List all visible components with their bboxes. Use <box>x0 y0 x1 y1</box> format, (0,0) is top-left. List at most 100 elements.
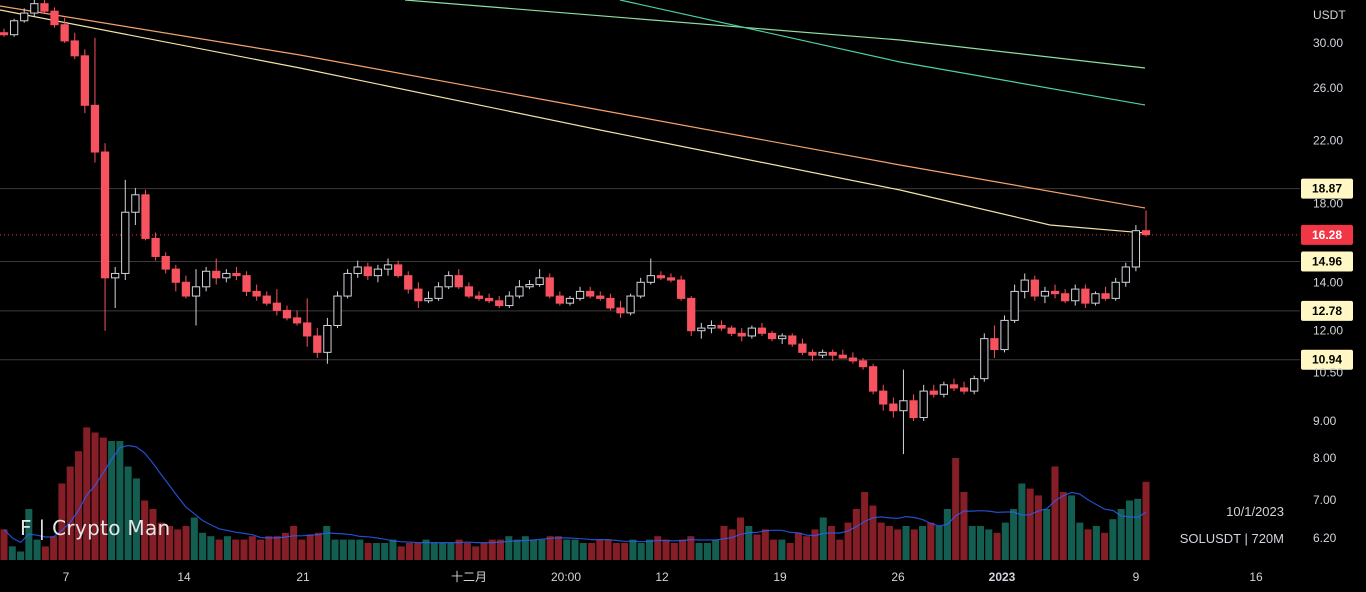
volume-bar <box>1101 532 1109 560</box>
volume-bar <box>1001 522 1009 560</box>
volume-bar <box>497 539 505 560</box>
candle-body <box>30 3 39 14</box>
volume-bar <box>273 536 281 560</box>
candle-body <box>100 151 110 279</box>
volume-bar <box>472 546 480 560</box>
level-tag <box>1301 300 1353 321</box>
volume-bar <box>935 526 943 560</box>
candle-body <box>980 338 989 380</box>
candle-body <box>1020 279 1029 292</box>
volume-bar <box>794 532 802 560</box>
volume-bar <box>108 441 116 560</box>
volume-bar <box>877 522 885 560</box>
level-tag-label: 12.78 <box>1312 304 1342 318</box>
volume-bar <box>348 539 356 560</box>
candle-body <box>757 327 767 334</box>
volume-bar <box>836 539 844 560</box>
last-price-tag <box>1301 224 1353 245</box>
candle-body <box>525 284 534 288</box>
candle-body <box>404 275 413 290</box>
candle-body <box>545 277 554 297</box>
price-tick-label: 18.00 <box>1313 196 1343 210</box>
volume-bar <box>414 543 422 560</box>
volume-bar <box>728 529 736 560</box>
volume-bar <box>207 536 215 560</box>
volume-bar <box>985 529 993 560</box>
candle-body <box>474 295 484 299</box>
volume-bar <box>1076 522 1084 560</box>
candle-body <box>1091 293 1100 304</box>
candle-body <box>838 354 847 359</box>
volume-bar <box>563 539 571 560</box>
candle-body <box>9 20 19 36</box>
candle-body <box>292 317 302 324</box>
candle-body <box>515 286 524 297</box>
volume-bar <box>215 539 223 560</box>
volume-bar <box>50 536 58 560</box>
candle-body <box>505 295 514 307</box>
volume-bar <box>1010 509 1018 560</box>
candle-body <box>666 277 676 281</box>
candle-body <box>747 327 756 337</box>
candle-body <box>394 264 403 277</box>
volume-bar <box>83 427 91 560</box>
time-tick-label: 2023 <box>989 570 1016 584</box>
volume-bar <box>679 539 687 560</box>
volume-bar <box>778 539 786 560</box>
volume-bar <box>248 536 256 560</box>
volume-bar <box>1034 495 1042 560</box>
volume-bar <box>199 532 207 560</box>
volume-bar <box>828 526 836 560</box>
volume-bar <box>844 522 852 560</box>
volume-bar <box>141 500 149 560</box>
candle-body <box>939 384 949 395</box>
candle-body <box>676 279 686 299</box>
volume-bar <box>174 529 182 560</box>
candle-body <box>565 297 575 304</box>
candle-body <box>1111 281 1120 299</box>
candle-body <box>40 3 49 12</box>
volume-bar <box>521 536 529 560</box>
time-tick-label: 19 <box>773 570 787 584</box>
volume-bar <box>132 478 140 560</box>
volume-bar <box>455 539 463 560</box>
candle-body <box>626 295 635 314</box>
volume-bar <box>1043 509 1051 560</box>
candle-body <box>717 325 726 329</box>
candle-body <box>1050 290 1060 295</box>
volume-bar <box>554 536 562 560</box>
volume-bar <box>629 539 637 560</box>
volume-bar <box>149 509 157 560</box>
moving-average-line <box>0 5 1146 209</box>
level-tag-label: 10.94 <box>1312 353 1342 367</box>
candle-body <box>828 351 837 356</box>
volume-bar <box>323 526 331 560</box>
candle-body <box>858 360 868 368</box>
volume-bar <box>265 536 273 560</box>
volume-bar <box>952 458 960 560</box>
volume-bar <box>257 539 265 560</box>
volume-bar <box>488 539 496 560</box>
candle-body <box>1010 290 1019 321</box>
volume-ma-line <box>3 444 1147 544</box>
price-tick-label: 22.00 <box>1313 133 1343 147</box>
candle-body <box>1000 319 1009 351</box>
candle-body <box>252 290 261 297</box>
candle-body <box>1101 293 1110 299</box>
volume-bar <box>869 505 877 560</box>
candle-body <box>808 351 817 356</box>
volume-bar <box>1142 481 1150 560</box>
volume-bar <box>33 539 41 560</box>
candle-body <box>1141 230 1151 236</box>
candle-body <box>929 390 938 395</box>
volume-bar <box>157 522 165 560</box>
volume-bar <box>1125 500 1133 560</box>
candle-body <box>444 275 453 288</box>
volume-bar <box>588 543 596 560</box>
candle-body <box>778 335 787 340</box>
candle-body <box>343 272 352 297</box>
time-tick-label: 14 <box>177 570 191 584</box>
volume-bar <box>364 543 372 560</box>
volume-bar <box>761 529 769 560</box>
volume-bar <box>819 517 827 560</box>
